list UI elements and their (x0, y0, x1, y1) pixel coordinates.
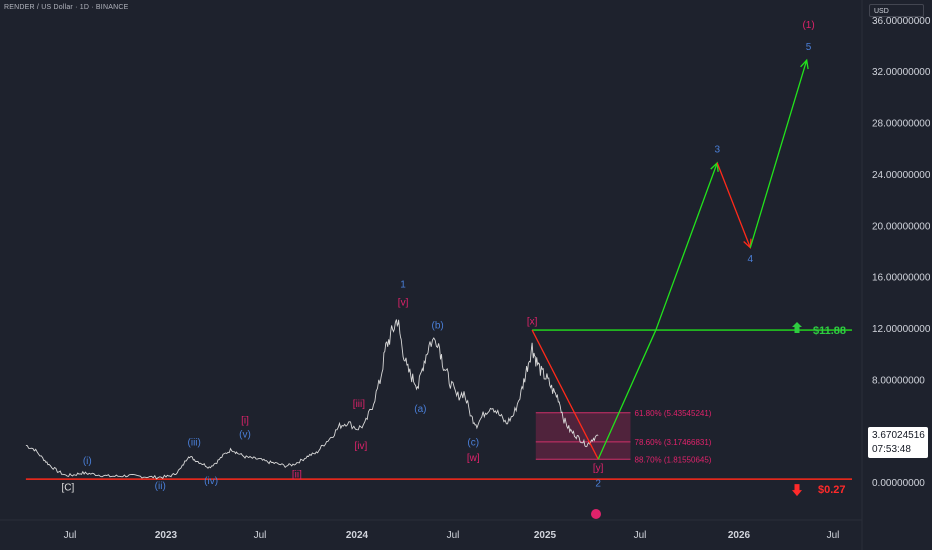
wave-label: 2 (595, 478, 601, 489)
projection-segment (597, 329, 657, 460)
fib-level-label: 61.80% (5.43545241) (635, 409, 712, 418)
current-price-badge: 3.67024516 07:53:48 (868, 427, 928, 458)
wave-label: [y] (593, 463, 604, 474)
y-tick-label: 20.00000000 (872, 221, 931, 232)
x-tick-label: Jul (447, 530, 460, 541)
wave-label: [ii] (292, 469, 302, 480)
wave-label: [iii] (353, 399, 365, 410)
projection-segment (655, 162, 718, 331)
currency-badge[interactable]: USD (869, 4, 924, 17)
x-tick-label: Jul (254, 530, 267, 541)
y-tick-label: 36.00000000 (872, 16, 931, 27)
y-tick-label: 0.00000000 (872, 478, 925, 489)
wave-label: (b) (432, 321, 444, 332)
wave-label: (a) (414, 404, 426, 415)
down-arrow-icon (792, 484, 802, 497)
wave-label: [v] (398, 297, 409, 308)
wave-label: 4 (747, 254, 753, 265)
y-tick-label: 32.00000000 (872, 67, 931, 78)
wave-label: (i) (83, 456, 92, 467)
wave-label: 3 (714, 145, 720, 156)
support-label: $0.27 (818, 484, 846, 496)
wave-label: [iv] (354, 441, 367, 452)
projection-arrowhead (800, 58, 809, 70)
wave-label: (c) (467, 437, 479, 448)
wave-label: (1) (802, 20, 814, 31)
up-arrow-icon (792, 322, 802, 334)
x-tick-label: Jul (64, 530, 77, 541)
candle-countdown: 07:53:48 (872, 444, 911, 455)
wave-label: (ii) (155, 481, 166, 492)
wave-label: (iii) (188, 437, 201, 448)
x-tick-label: 2023 (155, 530, 178, 541)
fib-level-label: 88.70% (1.81550645) (635, 455, 712, 464)
x-tick-label: Jul (634, 530, 647, 541)
y-tick-label: 12.00000000 (872, 324, 931, 335)
y-tick-label: 24.00000000 (872, 170, 931, 181)
fib-level-label: 78.60% (3.17466831) (635, 438, 712, 447)
event-marker-icon (591, 509, 601, 519)
wave-label: 1 (400, 279, 406, 290)
wave-label: [C] (62, 482, 75, 493)
y-tick-label: 16.00000000 (872, 273, 931, 284)
chart-title: RENDER / US Dollar · 1D · BINANCE (4, 4, 129, 11)
projection-segment (716, 162, 751, 248)
wave-label: [x] (527, 317, 538, 328)
decline-path (531, 329, 599, 460)
wave-label: (iv) (204, 476, 218, 487)
x-tick-label: 2026 (728, 530, 751, 541)
wave-label: [w] (467, 453, 480, 464)
current-price-value: 3.67024516 (872, 430, 925, 441)
y-tick-label: 28.00000000 (872, 119, 931, 130)
x-tick-label: 2024 (346, 530, 369, 541)
projection-segment (749, 59, 808, 248)
fib-zone (535, 412, 631, 460)
y-tick-label: 8.00000000 (872, 375, 925, 386)
x-tick-label: 2025 (534, 530, 557, 541)
price-line (25, 319, 599, 480)
x-tick-label: Jul (827, 530, 840, 541)
wave-label: 5 (806, 42, 812, 53)
wave-label: (v) (239, 430, 251, 441)
resistance-label: $11.88 (813, 325, 846, 337)
wave-label: [i] (241, 416, 249, 427)
